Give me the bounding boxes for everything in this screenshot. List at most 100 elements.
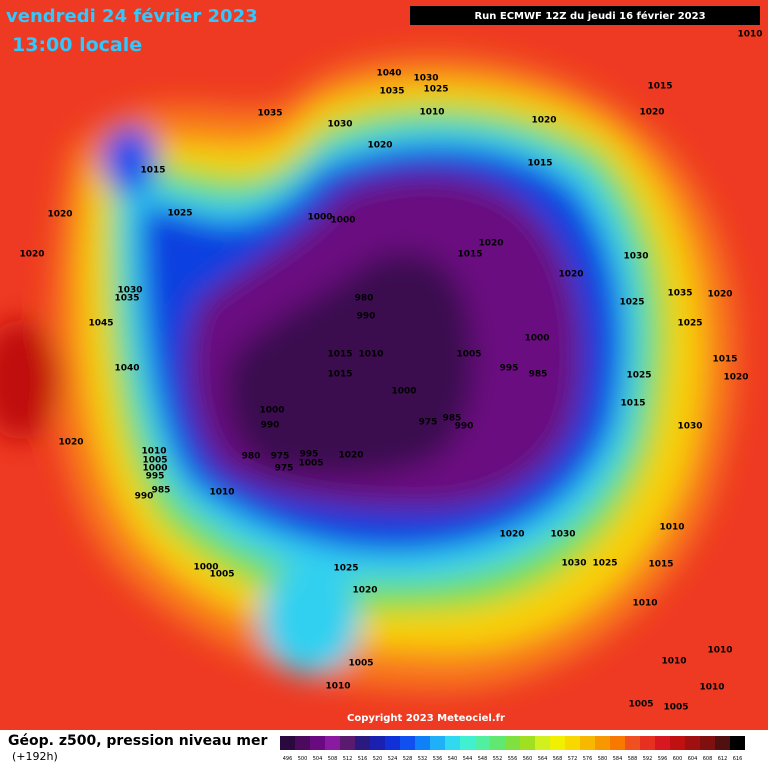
legend-swatch bbox=[550, 736, 565, 750]
legend-swatch bbox=[490, 736, 505, 750]
legend-swatch bbox=[520, 736, 535, 750]
legend-swatch bbox=[730, 736, 745, 750]
isobar-label: 1005 bbox=[298, 459, 323, 469]
legend-label: 532 bbox=[418, 756, 428, 762]
isobar-label: 1010 bbox=[209, 488, 234, 498]
legend-swatch bbox=[400, 736, 415, 750]
color-legend: 496 500 504 508 512 516 520 524 528 532 536 540 544 5… bbox=[280, 736, 745, 762]
legend-swatch bbox=[670, 736, 685, 750]
legend-swatch bbox=[715, 736, 730, 750]
isobar-label: 975 bbox=[419, 418, 438, 428]
legend-label: 504 bbox=[313, 756, 323, 762]
legend-swatch bbox=[280, 736, 295, 750]
isobar-label: 1025 bbox=[619, 298, 644, 308]
legend-label: 572 bbox=[568, 756, 578, 762]
isobar-label: 1015 bbox=[527, 159, 552, 169]
isobar-label: 1020 bbox=[639, 108, 664, 118]
isobar-label: 1020 bbox=[338, 451, 363, 461]
legend-swatch bbox=[535, 736, 550, 750]
isobar-label: 1010 bbox=[737, 30, 762, 40]
isobar-label: 1010 bbox=[358, 350, 383, 360]
legend-swatch bbox=[565, 736, 580, 750]
isobar-label: 985 bbox=[443, 414, 462, 424]
legend-label: 548 bbox=[478, 756, 488, 762]
isobar-label: 1020 bbox=[531, 116, 556, 126]
isobar-label: 1020 bbox=[58, 438, 83, 448]
isobar-label: 1015 bbox=[647, 82, 672, 92]
isobar-label: 995 bbox=[500, 364, 519, 374]
legend-label: 584 bbox=[613, 756, 623, 762]
isobar-label: 1010 bbox=[419, 108, 444, 118]
isobar-label: 1005 bbox=[348, 659, 373, 669]
legend-label: 524 bbox=[388, 756, 398, 762]
isobar-label: 985 bbox=[152, 486, 171, 496]
legend-label: 556 bbox=[508, 756, 518, 762]
isobar-label: 990 bbox=[135, 492, 154, 502]
isobar-label: 1030 bbox=[327, 120, 352, 130]
isobar-label: 1000 bbox=[142, 464, 167, 474]
run-info: Run ECMWF 12Z du jeudi 16 février 2023 bbox=[474, 10, 705, 22]
isobar-label: 1020 bbox=[723, 373, 748, 383]
isobar-label: 1025 bbox=[333, 564, 358, 574]
isobar-label: 1035 bbox=[379, 87, 404, 97]
legend-swatch bbox=[310, 736, 325, 750]
legend-swatch bbox=[355, 736, 370, 750]
legend-swatch bbox=[625, 736, 640, 750]
isobar-label: 1045 bbox=[88, 319, 113, 329]
legend-swatch bbox=[685, 736, 700, 750]
isobar-label: 990 bbox=[261, 421, 280, 431]
isobar-label: 1000 bbox=[307, 213, 332, 223]
legend-swatch bbox=[505, 736, 520, 750]
legend-swatch bbox=[700, 736, 715, 750]
isobar-label: 995 bbox=[300, 450, 319, 460]
isobar-label: 1000 bbox=[259, 406, 284, 416]
isobar-label: 1020 bbox=[478, 239, 503, 249]
isobar-label: 1040 bbox=[376, 69, 401, 79]
isobar-label: 1020 bbox=[47, 210, 72, 220]
isobar-label: 1005 bbox=[663, 703, 688, 713]
isobar-label: 980 bbox=[242, 452, 261, 462]
legend-swatch bbox=[430, 736, 445, 750]
legend-label: 600 bbox=[673, 756, 683, 762]
legend-label: 552 bbox=[493, 756, 503, 762]
isobar-label: 980 bbox=[355, 294, 374, 304]
legend-swatch bbox=[475, 736, 490, 750]
isobar-label: 1030 bbox=[550, 530, 575, 540]
isobar-label: 1010 bbox=[632, 599, 657, 609]
isobar-label: 1010 bbox=[707, 646, 732, 656]
isobar-label: 1015 bbox=[712, 355, 737, 365]
isobar-label: 1025 bbox=[423, 85, 448, 95]
isobar-label: 1025 bbox=[592, 559, 617, 569]
legend-label: 616 bbox=[733, 756, 743, 762]
isobar-label: 1005 bbox=[142, 456, 167, 466]
copyright: Copyright 2023 Meteociel.fr bbox=[347, 713, 505, 724]
isobar-label: 1020 bbox=[19, 250, 44, 260]
legend-swatch bbox=[580, 736, 595, 750]
isobar-label: 1020 bbox=[367, 141, 392, 151]
isobar-label: 1010 bbox=[659, 523, 684, 533]
legend-label: 588 bbox=[628, 756, 638, 762]
isobar-label: 1035 bbox=[114, 294, 139, 304]
legend-label: 512 bbox=[343, 756, 353, 762]
isobar-label: 1035 bbox=[257, 109, 282, 119]
legend-swatch bbox=[655, 736, 670, 750]
map-title: vendredi 24 février 2023 bbox=[6, 6, 258, 27]
isobar-label: 1030 bbox=[677, 422, 702, 432]
map-field bbox=[0, 0, 768, 730]
legend-label: 500 bbox=[298, 756, 308, 762]
isobar-label: 1000 bbox=[391, 387, 416, 397]
run-banner bbox=[410, 6, 760, 25]
legend-label: 536 bbox=[433, 756, 443, 762]
isobar-label: 1005 bbox=[209, 570, 234, 580]
isobar-label: 1030 bbox=[561, 559, 586, 569]
isobar-label: 1000 bbox=[524, 334, 549, 344]
isobar-label: 1005 bbox=[628, 700, 653, 710]
legend-label: 508 bbox=[328, 756, 338, 762]
isobar-label: 1010 bbox=[699, 683, 724, 693]
field-title: Géop. z500, pression niveau mer bbox=[8, 733, 267, 749]
isobar-label: 1020 bbox=[499, 530, 524, 540]
isobar-label: 985 bbox=[529, 370, 548, 380]
isobar-label: 1040 bbox=[114, 364, 139, 374]
legend-label: 568 bbox=[553, 756, 563, 762]
